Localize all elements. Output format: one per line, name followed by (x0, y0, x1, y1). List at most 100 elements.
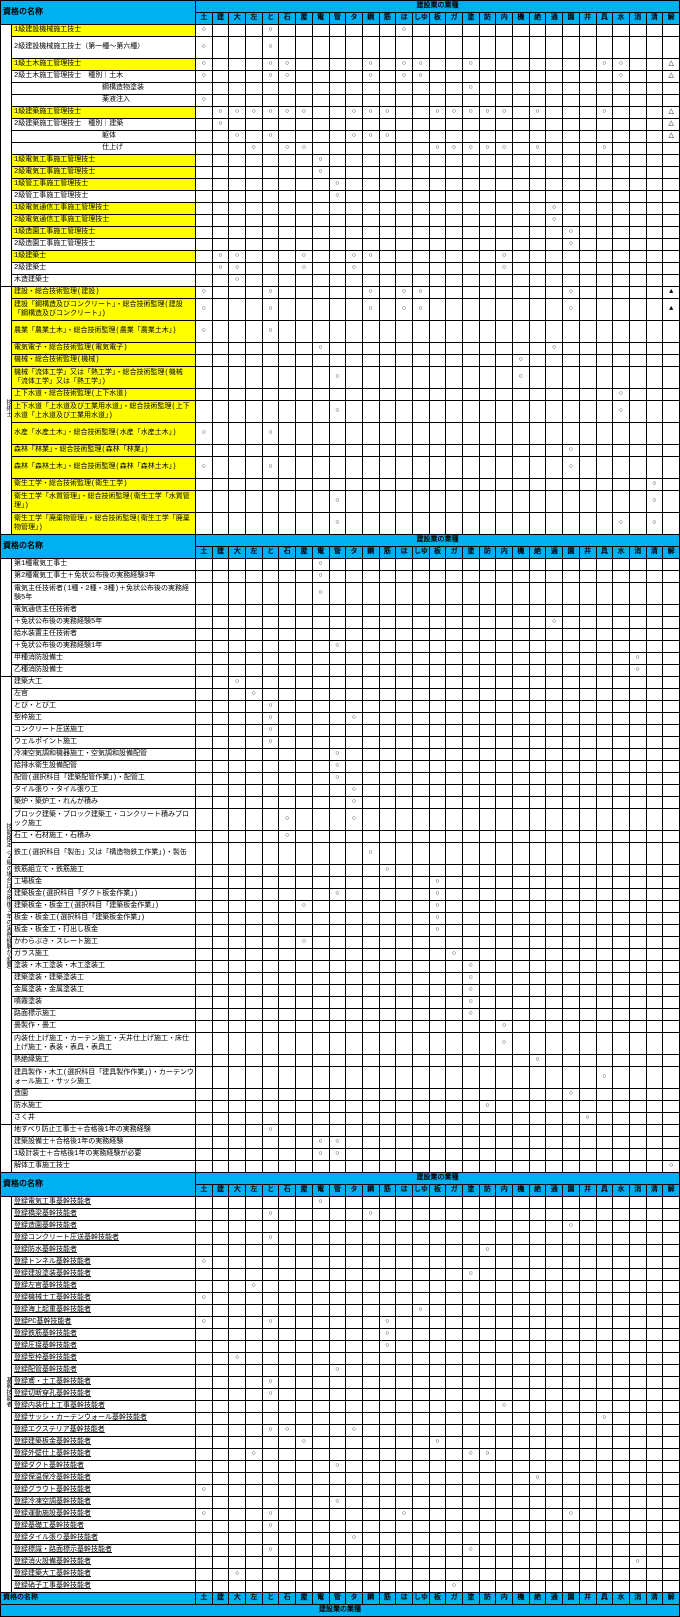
cell (563, 749, 580, 761)
cell (563, 191, 580, 203)
cell (329, 119, 346, 131)
cell (479, 37, 496, 59)
cell (429, 1533, 446, 1545)
cell (246, 1245, 263, 1257)
ch: 建 (212, 1593, 229, 1605)
cell (563, 689, 580, 701)
cell (346, 1033, 363, 1055)
cell (312, 227, 329, 239)
cell (513, 1233, 530, 1245)
cell (196, 949, 213, 961)
cell (579, 1449, 596, 1461)
cell (229, 617, 246, 629)
cell (646, 1365, 663, 1377)
cell (463, 809, 480, 831)
cell (312, 1545, 329, 1557)
rn: 登録建設塗装基幹技能者 (12, 1269, 196, 1281)
cell (346, 1509, 363, 1521)
cell: ○ (262, 1509, 279, 1521)
cell (296, 725, 313, 737)
cell (212, 1293, 229, 1305)
cell: ○ (346, 1533, 363, 1545)
cell (262, 1569, 279, 1581)
cell (479, 913, 496, 925)
cell (513, 227, 530, 239)
cell (529, 617, 546, 629)
cell (629, 423, 646, 445)
cell (279, 287, 296, 299)
cell (629, 617, 646, 629)
cell (446, 1569, 463, 1581)
cell (479, 677, 496, 689)
cell (396, 215, 413, 227)
cell (663, 143, 680, 155)
cell (596, 831, 613, 843)
cell (663, 1437, 680, 1449)
cell (646, 401, 663, 423)
cell (613, 877, 630, 889)
ch: 機 (513, 547, 530, 559)
cell (262, 179, 279, 191)
cell (496, 809, 513, 831)
cell (596, 1221, 613, 1233)
cell: ○ (429, 889, 446, 901)
cell (629, 583, 646, 605)
cell (396, 423, 413, 445)
cell (546, 191, 563, 203)
cell (563, 1009, 580, 1021)
cell (463, 1521, 480, 1533)
cell: ○ (329, 1497, 346, 1509)
cell: ○ (329, 367, 346, 389)
cell (429, 355, 446, 367)
ch: 左 (246, 547, 263, 559)
cell (546, 809, 563, 831)
cell (212, 737, 229, 749)
cell (613, 889, 630, 901)
cell (546, 275, 563, 287)
cell (446, 1113, 463, 1125)
cell (479, 299, 496, 321)
cell (279, 1113, 296, 1125)
cell (596, 865, 613, 877)
cell (596, 877, 613, 889)
cell (212, 389, 229, 401)
ch: 清 (646, 547, 663, 559)
cell (296, 1389, 313, 1401)
cell (613, 287, 630, 299)
cell (479, 1305, 496, 1317)
cell: ○ (479, 107, 496, 119)
cell: ○ (329, 749, 346, 761)
cell (513, 107, 530, 119)
cell (312, 1533, 329, 1545)
cell (362, 997, 379, 1009)
cell (212, 1533, 229, 1545)
cell: ○ (496, 107, 513, 119)
ch: 電 (312, 13, 329, 25)
cell (529, 831, 546, 843)
cell (446, 299, 463, 321)
cell (646, 937, 663, 949)
cell (596, 1509, 613, 1521)
cell (513, 1365, 530, 1377)
cell (196, 797, 213, 809)
cell (496, 761, 513, 773)
cell (312, 973, 329, 985)
cell (296, 95, 313, 107)
cell (446, 1197, 463, 1209)
cell (513, 445, 530, 457)
cell (296, 843, 313, 865)
cell (546, 1009, 563, 1021)
cell (312, 83, 329, 95)
cell (329, 1317, 346, 1329)
cell (429, 1581, 446, 1593)
cell (312, 275, 329, 287)
cell (629, 215, 646, 227)
cell (629, 227, 646, 239)
cell (629, 1269, 646, 1281)
cell (279, 1545, 296, 1557)
cell: ○ (279, 1425, 296, 1437)
cell (513, 275, 530, 287)
cell (279, 1161, 296, 1173)
cell (479, 1353, 496, 1365)
cell: ○ (362, 843, 379, 865)
